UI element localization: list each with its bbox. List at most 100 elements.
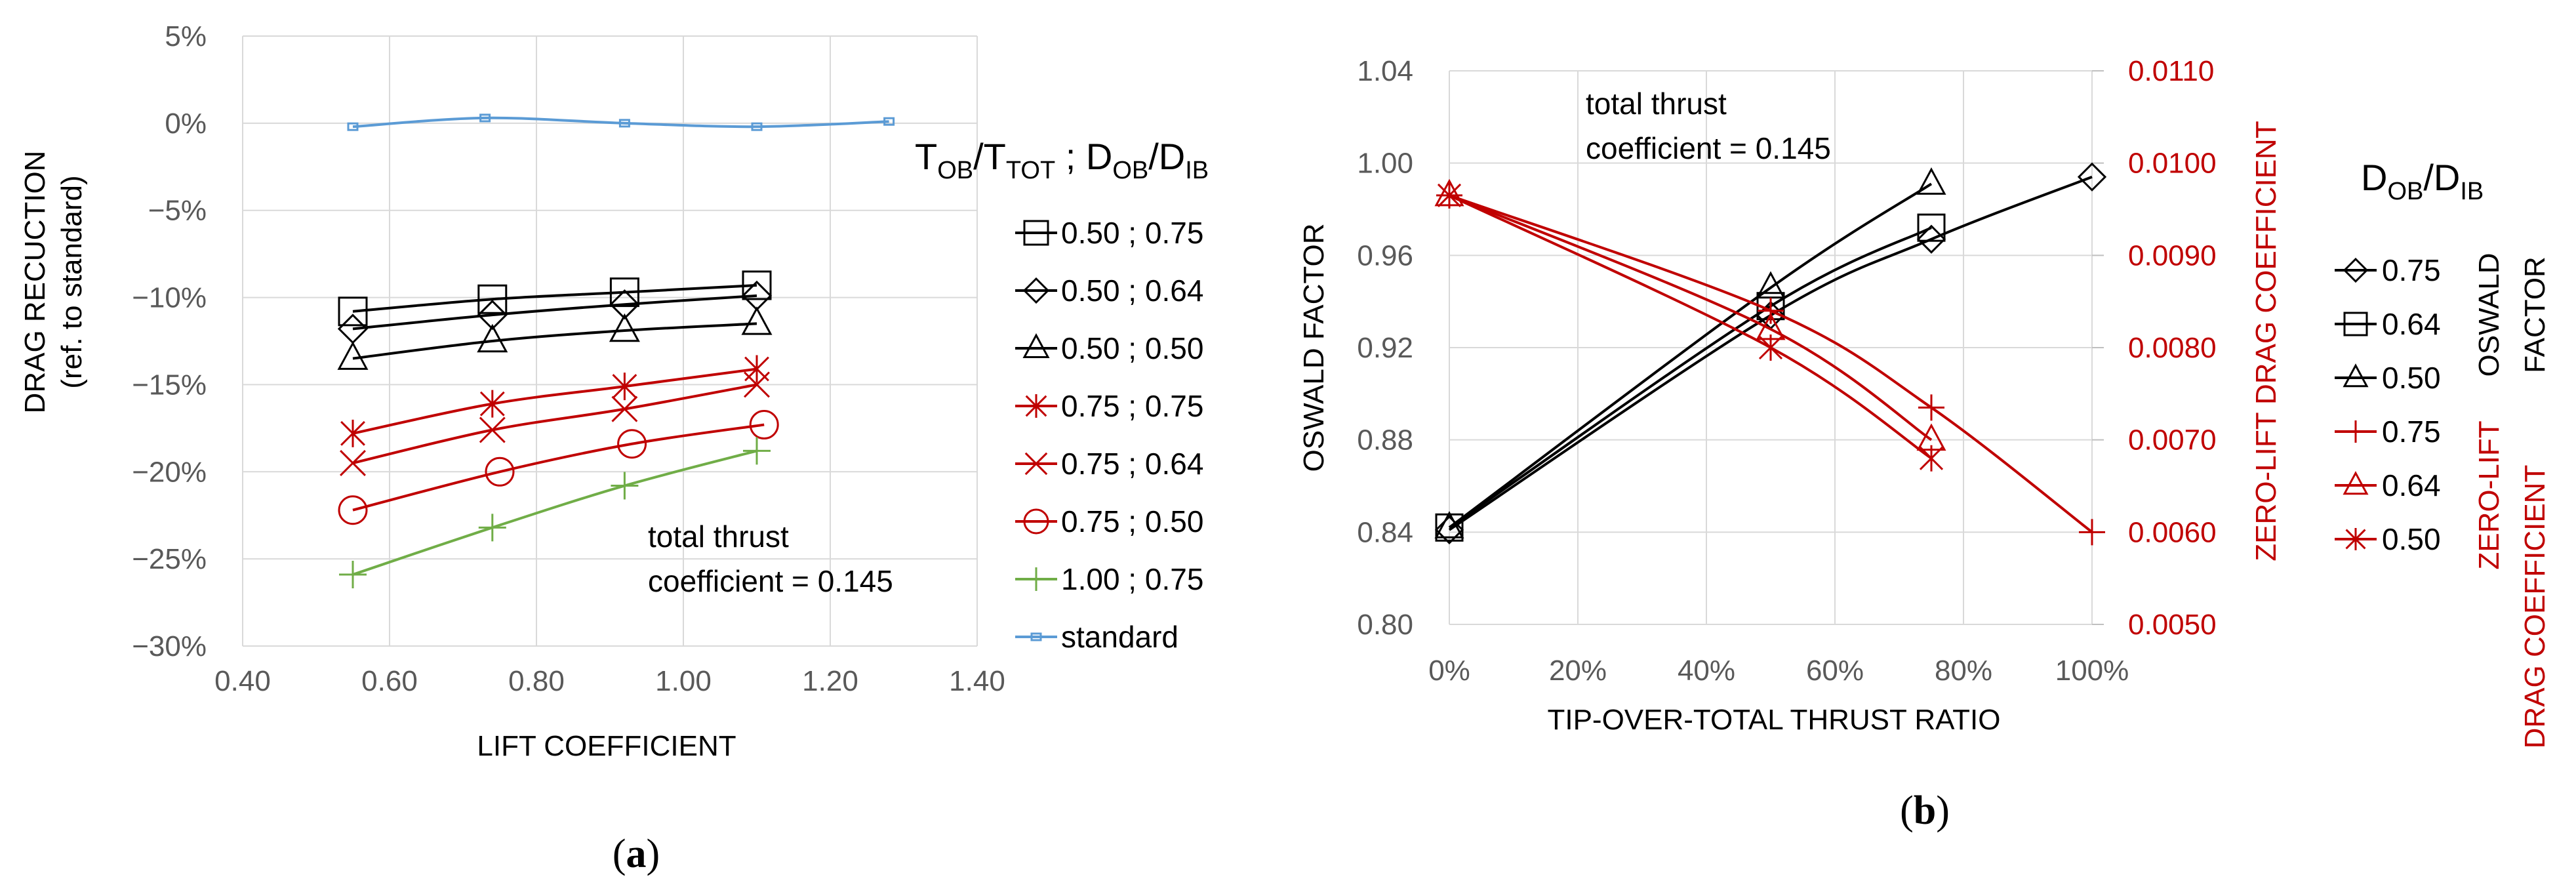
panel-b-ytick: 1.00 (1357, 148, 1413, 180)
panel-a-legend-item: standard (1015, 620, 1178, 654)
panel-b-legend-group1-line1: OSWALD (2473, 253, 2505, 376)
panel-b-legend-marker (2345, 528, 2366, 550)
panel-b-point (1919, 445, 1944, 472)
panel-b-legend-item: 0.75 (2335, 415, 2441, 449)
panel-a-xtick: 1.00 (655, 665, 712, 697)
panel-a-legend-title: TOB/TTOT ; DOB/DIB (915, 136, 1209, 184)
panel-b-legend-label: 0.64 (2382, 468, 2441, 502)
panel-b-legend-marker (2343, 312, 2368, 336)
panel-a-legend-marker (1023, 508, 1049, 535)
panel-a-series-0 (338, 270, 772, 327)
panel-b-y2tick: 0.0060 (2128, 516, 2217, 548)
panel-a-tick-labels: 5% 0% −5% −10% −15% −20% −25% −30%0.40 0.60 0.80 1… (132, 20, 1005, 697)
panel-a-point (347, 122, 359, 131)
panel-b-legend-item: 0.64 (2335, 468, 2441, 502)
panel-b-legend-group2-line2: DRAG COEFFICIENT (2519, 465, 2551, 749)
panel-a-legend-label: 0.75 ; 0.75 (1061, 389, 1203, 423)
panel-a-legend: 0.50 ; 0.75 0.50 ; 0.64 0.50 ; 0.50 0.75 ; … (1015, 216, 1203, 654)
panel-b-point (2079, 519, 2105, 546)
panel-a-ytick: −30% (132, 630, 207, 662)
panel-a-legend-item: 0.50 ; 0.50 (1015, 331, 1203, 365)
panel-a-ytick: −15% (132, 369, 207, 401)
panel-b-point (1758, 297, 1784, 324)
panel-a-ytick: −5% (148, 195, 207, 227)
panel-b-tick-labels: 0.80 0.84 0.88 0.92 0.96 1.00 1.04 0% 20% 40% 60% 8… (1357, 55, 2216, 687)
panel-a-annotation-line1: total thrust (648, 519, 789, 554)
panel-a-point (611, 472, 639, 500)
panel-a-label: (a) (613, 832, 660, 876)
panel-a-xtick: 1.40 (949, 665, 1005, 697)
panel-a-point (337, 341, 369, 370)
panel-b-y2tick: 0.0100 (2128, 148, 2217, 180)
panel-a-legend-label: 0.50 ; 0.64 (1061, 274, 1203, 308)
panel-a-point (477, 323, 508, 353)
panel-b-legend-title: DOB/DIB (2361, 157, 2484, 205)
panel-a-xlabel: LIFT COEFFICIENT (477, 730, 736, 762)
panel-a-ytick: −25% (132, 543, 207, 575)
panel-b-legend-group1-line2: FACTOR (2519, 256, 2551, 373)
panel-a-legend-label: 0.75 ; 0.64 (1061, 447, 1203, 481)
panel-b-line (1448, 175, 2093, 531)
panel-b-legend-marker (2345, 420, 2367, 443)
panel-b-legend-item: 0.50 (2335, 522, 2441, 556)
panel-a-xtick: 0.80 (508, 665, 565, 697)
panel-a-ytick: 5% (165, 20, 207, 52)
panel-a-legend-marker (1022, 333, 1050, 358)
panel-a-ylabel-line1: DRAG RECUCTION (19, 151, 51, 414)
panel-a-legend-marker (1024, 567, 1048, 591)
panel-a-series (337, 113, 895, 589)
panel-a-point (883, 117, 895, 126)
panel-b-point (1916, 224, 1946, 254)
panel-a-ytick: −10% (132, 282, 207, 314)
panel-b-y2tick: 0.0080 (2128, 332, 2217, 364)
panel-a-point (749, 410, 779, 440)
panel-a-point (741, 306, 773, 335)
panel-b-line (1448, 226, 1932, 529)
panel-a-ytick: 0% (165, 108, 207, 140)
panel-a-line (352, 116, 889, 129)
panel-b-label: (b) (1900, 788, 1950, 833)
panel-a-legend-marker (1030, 632, 1042, 641)
panel-b-ytick: 0.84 (1357, 516, 1413, 548)
panel-b-point (2077, 162, 2107, 192)
panel-b-ytick: 0.80 (1357, 609, 1413, 641)
panel-b-xtick: 0% (1428, 655, 1470, 687)
panel-b-legend-label: 0.50 (2382, 522, 2441, 556)
panel-a-ytick: −20% (132, 456, 207, 488)
panel-a-legend-label: 1.00 ; 0.75 (1061, 562, 1203, 596)
panel-a-legend-item: 1.00 ; 0.75 (1015, 562, 1203, 596)
panel-a-point (339, 561, 367, 589)
panel-a-legend-item: 0.50 ; 0.75 (1015, 216, 1203, 250)
panel-a-series-7 (347, 113, 895, 131)
panel-b-point (1917, 213, 1946, 242)
panel-b-xtick: 60% (1806, 655, 1864, 687)
panel-b-legend-label: 0.75 (2382, 415, 2441, 449)
panel-a-series-2 (337, 306, 773, 370)
panel-b-xlabel: TIP-OVER-TOTAL THRUST RATIO (1547, 704, 2000, 736)
panel-b-legend-item: 0.75 (2335, 253, 2441, 287)
panel-a-point (479, 113, 491, 123)
panel-b-line (1449, 194, 1933, 460)
panel-a-point (618, 119, 630, 128)
panel-b-legend-marker (2343, 471, 2369, 495)
panel-b-legend-item: 0.64 (2335, 307, 2441, 341)
panel-a-point (742, 270, 772, 300)
panel-b-point (1918, 394, 1944, 421)
panel-b-legend-label: 0.50 (2382, 361, 2441, 395)
panel-b-point (1916, 167, 1946, 195)
panel-a-point (609, 313, 640, 342)
panel-a-line (352, 383, 757, 464)
panel-b-y2tick: 0.0110 (2128, 55, 2214, 87)
panel-b-y2tick: 0.0090 (2128, 239, 2217, 272)
panel-a-point (477, 284, 508, 314)
panel-b-series-2 (1434, 167, 1946, 538)
panel-b-y2label: ZERO-LIFT DRAG COEFFICIENT (2250, 121, 2282, 561)
panel-a-point (609, 289, 640, 320)
panel-b-xtick: 80% (1935, 655, 1992, 687)
panel-a-point (338, 495, 368, 525)
panel-a-series-5 (338, 410, 779, 525)
panel-b-y2tick: 0.0050 (2128, 609, 2217, 641)
panel-a-legend-marker (1025, 394, 1047, 418)
panel-a-legend-item: 0.75 ; 0.64 (1015, 447, 1203, 481)
panel-b-legend-group2-line1: ZERO-LIFT (2473, 420, 2505, 569)
